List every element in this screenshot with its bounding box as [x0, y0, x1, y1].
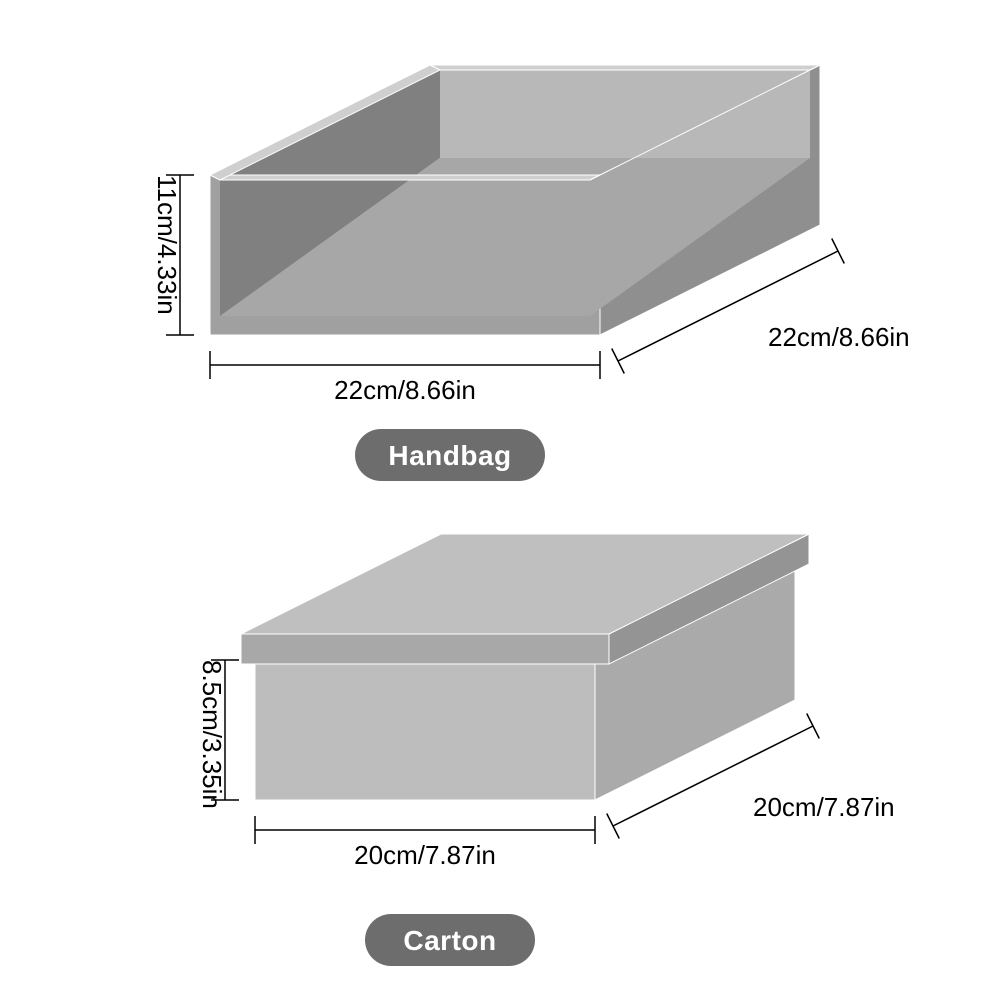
rim-front: [210, 175, 600, 180]
carton-depth-label: 20cm/7.87in: [753, 792, 895, 822]
carton-width-label: 20cm/7.87in: [354, 840, 496, 870]
handbag-label-text: Handbag: [388, 440, 511, 471]
handbag-width-label: 22cm/8.66in: [334, 375, 476, 405]
front-face: [255, 660, 595, 800]
rim-back: [430, 65, 820, 70]
lid-front: [241, 634, 609, 664]
inner-back: [440, 70, 810, 158]
carton-height-label: 8.5cm/3.35in: [197, 660, 227, 809]
handbag-height-label: 11cm/4.33in: [152, 175, 182, 315]
handbag-depth-label: 22cm/8.66in: [768, 322, 910, 352]
carton-label-text: Carton: [403, 925, 496, 956]
